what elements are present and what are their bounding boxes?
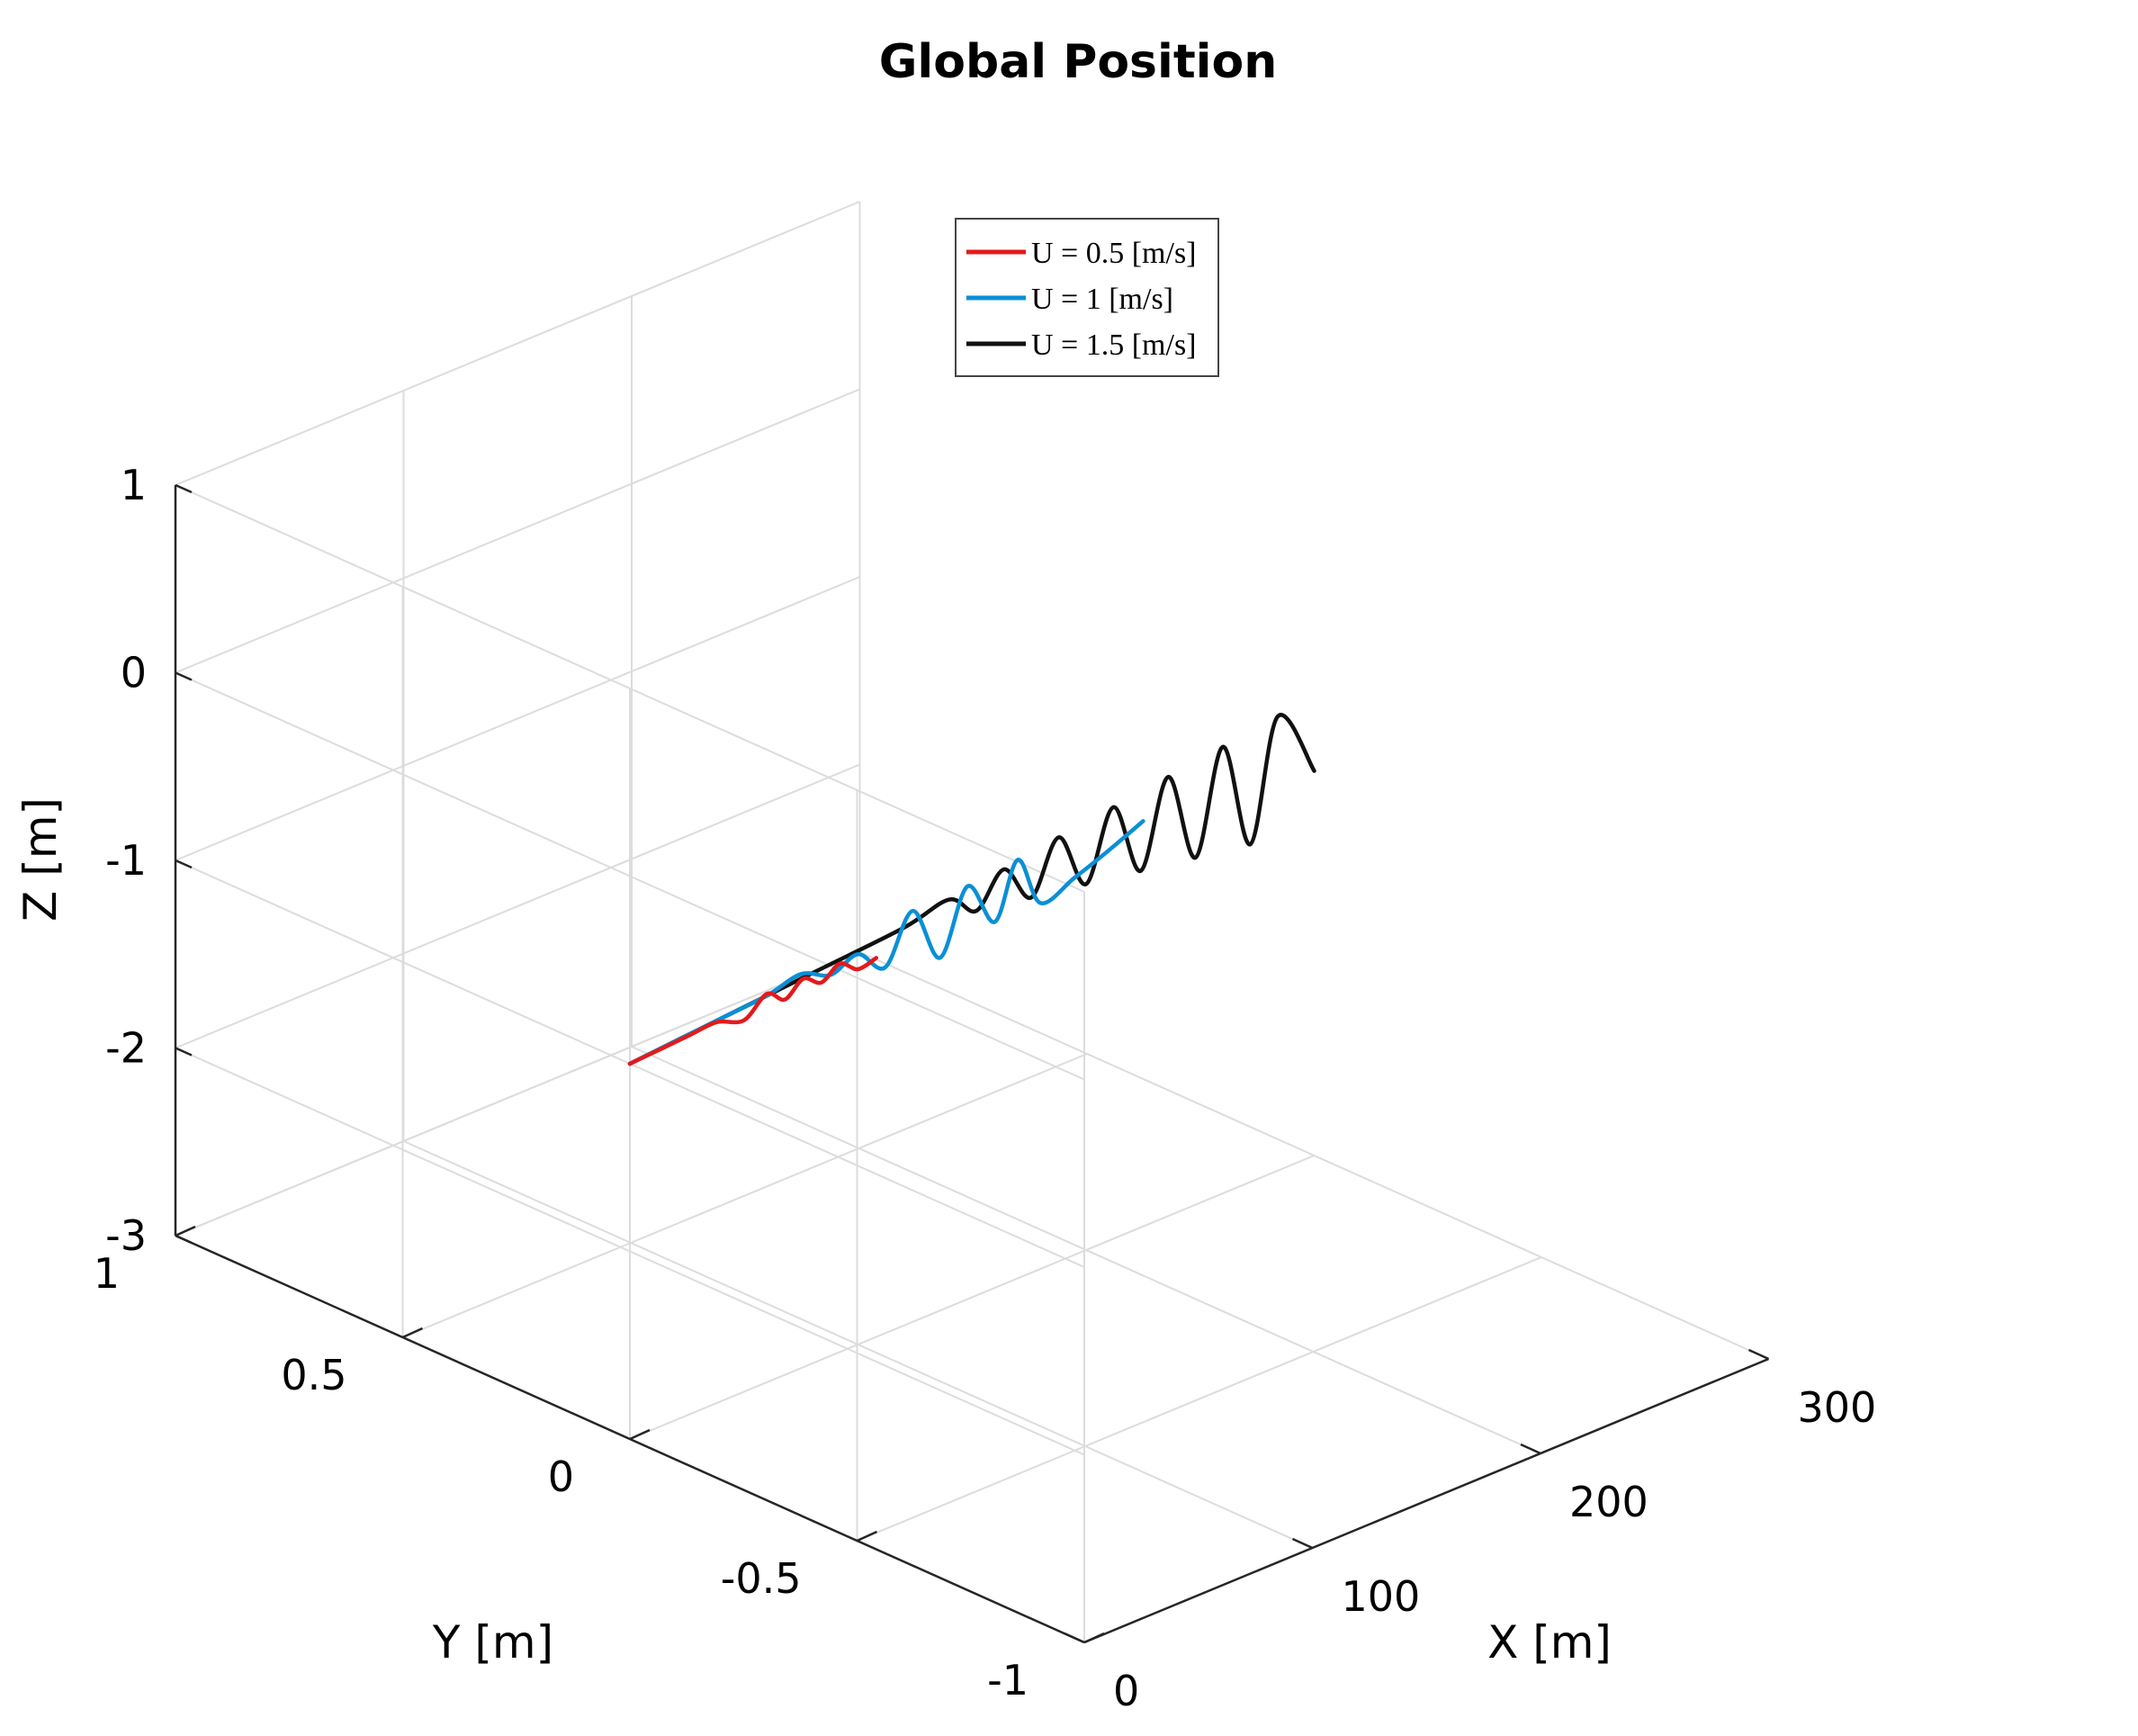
z-tick-label: -1 — [105, 836, 147, 885]
series-line-3 — [627, 713, 1316, 1066]
series-layer — [627, 713, 1316, 1066]
z-tick-label: 1 — [121, 461, 147, 509]
z-axis-label: Z [m] — [14, 797, 67, 922]
grid-layer — [175, 201, 1769, 1643]
y-tick-label: -1 — [987, 1656, 1029, 1705]
y-tick-mark — [856, 1530, 878, 1543]
x-tick-mark — [1520, 1443, 1541, 1455]
floor-gridline — [402, 1053, 1088, 1338]
back-wall-gridline — [175, 388, 860, 674]
back-wall-gridline — [175, 201, 860, 486]
ticks-layer: 0 100 200 300 1 0.5 0 -0.5 -1 1 0 -1 -2 -3 — [94, 461, 1877, 1715]
floor-gridline — [629, 1155, 1315, 1440]
z-tick-mark — [175, 1234, 193, 1245]
z-tick-label: -3 — [105, 1211, 147, 1260]
z-tick-mark — [175, 1047, 193, 1057]
y-tick-label: 0 — [548, 1453, 574, 1501]
axes-layer — [174, 485, 1769, 1644]
y-tick-mark — [1083, 1632, 1105, 1644]
x-axis-label: X [m] — [1487, 1616, 1612, 1669]
legend-label: U = 1.5 [m/s] — [1031, 328, 1197, 362]
z-tick-label: 0 — [121, 649, 147, 697]
series-line-1 — [627, 956, 879, 1066]
x-tick-label: 0 — [1113, 1667, 1139, 1715]
back-wall-gridline — [175, 763, 860, 1049]
chart-title: Global Position — [879, 35, 1278, 89]
x-tick-mark — [1291, 1537, 1314, 1550]
y-tick-mark — [175, 1225, 196, 1237]
legend-items: U = 0.5 [m/s] U = 1 [m/s] U = 1.5 [m/s] — [966, 237, 1197, 362]
x-tick-label: 300 — [1798, 1383, 1877, 1432]
y-axis-label: Y [m] — [432, 1616, 553, 1669]
back-wall-gridline — [175, 951, 860, 1237]
z-tick-mark — [175, 483, 193, 494]
side-wall-gridline — [175, 484, 1085, 893]
x-tick-label: 200 — [1569, 1478, 1648, 1526]
legend-label: U = 1 [m/s] — [1031, 283, 1173, 316]
floor-gridline — [857, 1256, 1542, 1542]
side-wall-gridline — [175, 1047, 1085, 1456]
x-axis-line — [1083, 1357, 1769, 1644]
legend-label: U = 0.5 [m/s] — [1031, 237, 1197, 270]
y-tick-label: 1 — [94, 1249, 120, 1298]
x-tick-mark — [1064, 1632, 1085, 1644]
y-tick-mark — [629, 1428, 651, 1441]
side-wall-gridline — [175, 671, 1085, 1081]
back-wall-gridline — [175, 576, 860, 861]
y-tick-label: -0.5 — [721, 1554, 802, 1603]
y-tick-mark — [401, 1327, 424, 1339]
legend: U = 0.5 [m/s] U = 1 [m/s] U = 1.5 [m/s] — [955, 218, 1219, 377]
x-tick-mark — [1747, 1348, 1770, 1361]
x-tick-label: 100 — [1342, 1572, 1421, 1621]
z-tick-mark — [175, 859, 193, 869]
y-tick-label: 0.5 — [281, 1351, 346, 1399]
z-tick-label: -2 — [105, 1024, 147, 1073]
z-tick-mark — [175, 671, 193, 681]
